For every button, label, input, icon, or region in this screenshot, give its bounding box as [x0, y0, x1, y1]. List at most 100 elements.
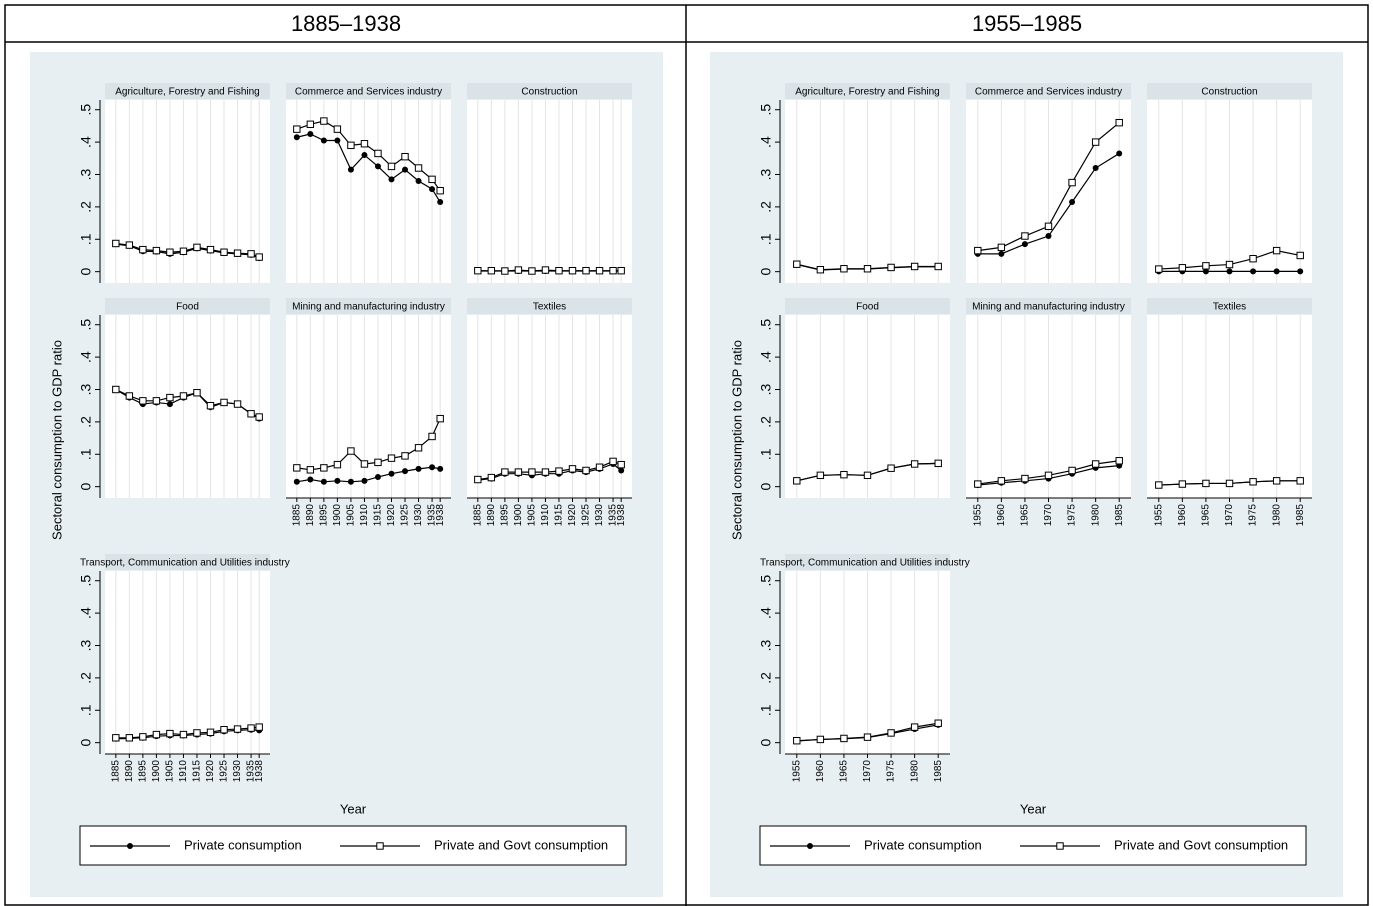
marker: [1115, 457, 1123, 465]
marker: [1116, 150, 1123, 157]
x-tick-label: 1960: [815, 760, 826, 783]
x-tick-label: 1975: [1067, 504, 1078, 527]
marker: [333, 125, 342, 133]
marker: [374, 458, 382, 467]
facet-plot: [286, 100, 451, 283]
marker: [1178, 264, 1187, 272]
marker: [974, 246, 982, 255]
marker: [528, 468, 536, 476]
marker: [934, 459, 942, 468]
marker: [910, 723, 919, 731]
x-axis-label: Year: [340, 801, 367, 816]
marker: [388, 176, 395, 183]
y-tick-label: .5: [78, 104, 94, 116]
facet-strip: [966, 298, 1131, 314]
y-tick-label: .3: [78, 168, 94, 180]
marker: [501, 468, 509, 476]
marker: [1091, 460, 1100, 468]
x-tick-label: 1910: [540, 504, 551, 527]
marker: [361, 152, 368, 159]
marker: [974, 480, 982, 488]
x-tick-label: 1985: [933, 760, 944, 783]
marker: [997, 477, 1006, 485]
y-tick-label: 0: [758, 483, 774, 491]
marker: [206, 728, 215, 736]
x-tick-label: 1900: [151, 760, 162, 783]
marker: [1273, 268, 1280, 275]
x-tick-label: 1955: [1153, 504, 1164, 527]
facet-title: Construction: [521, 87, 577, 98]
facet-title: Agriculture, Forestry and Fishing: [115, 87, 260, 98]
marker: [887, 263, 895, 272]
marker: [863, 265, 872, 273]
y-tick-label: .2: [758, 672, 774, 684]
marker: [387, 162, 396, 171]
marker: [293, 134, 300, 141]
marker: [568, 465, 577, 473]
x-tick-label: 1975: [1248, 504, 1259, 527]
facet-title: Construction: [1201, 87, 1257, 98]
x-tick-label: 1885: [291, 504, 302, 527]
x-tick-label: 1935: [608, 504, 619, 527]
marker: [501, 267, 509, 275]
marker: [360, 140, 369, 148]
marker: [233, 249, 242, 257]
facet-strip: [1147, 83, 1312, 99]
x-tick-label: 1885: [472, 504, 483, 527]
x-tick-label: 1920: [567, 504, 578, 527]
marker: [179, 392, 188, 400]
marker: [474, 266, 482, 275]
x-tick-label: 1965: [839, 760, 850, 783]
marker: [1202, 262, 1210, 270]
marker: [139, 397, 147, 405]
facet-strip: [467, 298, 632, 314]
y-tick-label: .3: [78, 639, 94, 651]
marker: [617, 266, 625, 275]
facet-title: Transport, Communication and Utilities i…: [760, 558, 970, 569]
marker: [166, 401, 173, 408]
y-tick-label: .2: [758, 201, 774, 213]
marker: [293, 478, 300, 485]
facet-title: Textiles: [1213, 302, 1246, 313]
marker: [220, 398, 228, 407]
y-tick-label: .3: [78, 383, 94, 395]
x-tick-label: 1895: [319, 504, 330, 527]
y-tick-label: .1: [758, 704, 774, 716]
marker: [139, 245, 147, 254]
y-tick-label: 0: [78, 268, 94, 276]
facet-plot: [105, 100, 270, 283]
marker: [320, 137, 327, 144]
marker: [233, 400, 242, 408]
marker: [1202, 479, 1210, 488]
y-tick-label: .1: [758, 233, 774, 245]
y-tick-label: .5: [758, 319, 774, 331]
marker: [555, 467, 563, 475]
facet-strip: [286, 298, 451, 314]
x-tick-label: 1975: [886, 760, 897, 783]
marker: [541, 266, 550, 274]
marker: [166, 729, 174, 738]
facet-strip: [785, 298, 950, 314]
marker: [887, 729, 895, 737]
marker: [997, 243, 1006, 252]
y-tick-label: .4: [758, 607, 774, 619]
marker: [112, 385, 120, 394]
marker: [306, 120, 315, 128]
facet-title: Food: [856, 302, 879, 313]
marker: [428, 432, 436, 441]
facet-title: Agriculture, Forestry and Fishing: [795, 87, 940, 98]
x-tick-label: 1915: [554, 504, 565, 527]
marker: [1045, 233, 1052, 240]
marker: [1069, 199, 1076, 206]
y-tick-label: .1: [78, 704, 94, 716]
x-tick-label: 1965: [1020, 504, 1031, 527]
marker: [414, 444, 423, 452]
legend-label: Private and Govt consumption: [434, 837, 608, 852]
legend-label: Private consumption: [184, 837, 302, 852]
marker: [998, 250, 1005, 257]
y-tick-label: 0: [758, 739, 774, 747]
marker: [428, 175, 436, 184]
x-tick-label: 1900: [513, 504, 524, 527]
marker: [402, 166, 409, 173]
